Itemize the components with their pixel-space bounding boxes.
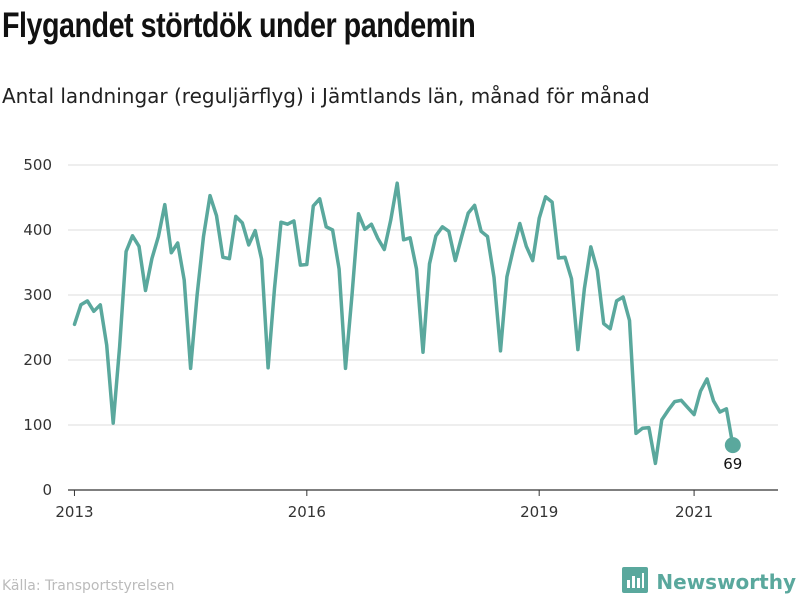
series-layer <box>72 181 741 466</box>
end-point-marker <box>724 437 741 454</box>
chart-title: Flygandet störtdök under pandemin <box>2 6 476 45</box>
x-axis <box>68 489 778 496</box>
grid-lines <box>68 164 778 426</box>
chart-subtitle: Antal landningar (reguljärflyg) i Jämtla… <box>2 84 650 108</box>
y-tick-label: 0 <box>42 481 52 499</box>
brand[interactable]: Newsworthy <box>622 567 796 597</box>
x-tick-label: 2019 <box>520 503 558 521</box>
y-tick-label: 300 <box>23 286 52 304</box>
x-tick-label: 2013 <box>55 503 93 521</box>
y-tick-label: 200 <box>23 351 52 369</box>
x-tick-label: 2021 <box>675 503 713 521</box>
x-tick-label: 2016 <box>288 503 326 521</box>
labels-layer: 0 100 200 300 400 500 2013 2016 2019 2021 69 <box>23 156 742 521</box>
newsworthy-logo-icon <box>622 567 649 597</box>
y-tick-label: 500 <box>23 156 52 174</box>
brand-name: Newsworthy <box>656 570 796 594</box>
series-line <box>72 181 735 466</box>
y-tick-label: 400 <box>23 221 52 239</box>
end-point-label: 69 <box>723 455 742 473</box>
source-note: Källa: Transportstyrelsen <box>2 578 175 594</box>
y-tick-label: 100 <box>23 416 52 434</box>
line-chart: 0 100 200 300 400 500 2013 2016 2019 2021 69 <box>23 156 778 521</box>
